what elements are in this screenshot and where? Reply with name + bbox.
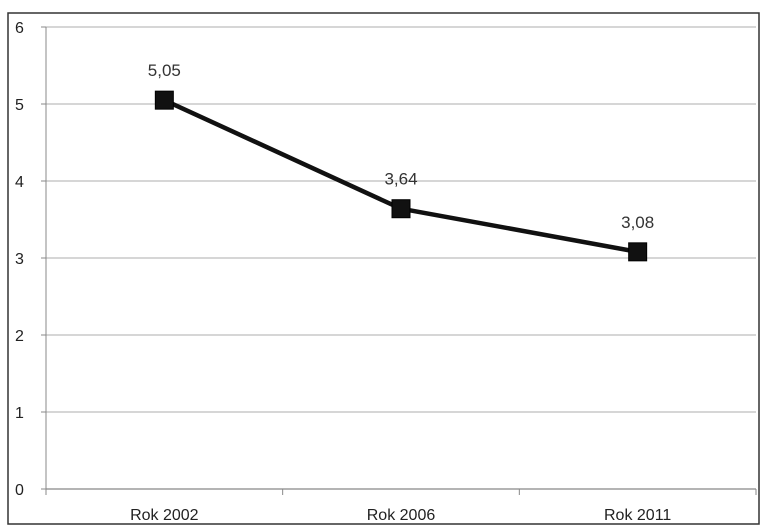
y-tick-label: 3 (15, 251, 24, 268)
y-tick-label: 5 (15, 97, 24, 114)
data-point-marker (154, 90, 174, 110)
x-category-label: Rok 2002 (130, 507, 199, 524)
data-label: 3,08 (621, 213, 654, 232)
x-category-label: Rok 2006 (367, 507, 436, 524)
series-layer (154, 90, 648, 262)
data-label: 5,05 (148, 61, 181, 80)
y-tick-label: 1 (15, 405, 24, 422)
data-point-marker (391, 199, 411, 219)
label-layer: 0 1 2 3 4 5 6 Rok 2002 Rok 2006 Rok 2011 5,05 3,64 3… (15, 20, 671, 524)
y-tick-label: 6 (15, 20, 24, 37)
x-category-label: Rok 2011 (604, 507, 671, 524)
data-label: 3,64 (384, 170, 417, 189)
y-tick-label: 0 (15, 482, 24, 499)
data-point-marker (628, 242, 648, 262)
chart-frame-border (7, 12, 760, 525)
y-tick-label: 2 (15, 328, 24, 345)
axis-layer (7, 12, 760, 525)
y-tick-label: 4 (15, 174, 24, 191)
